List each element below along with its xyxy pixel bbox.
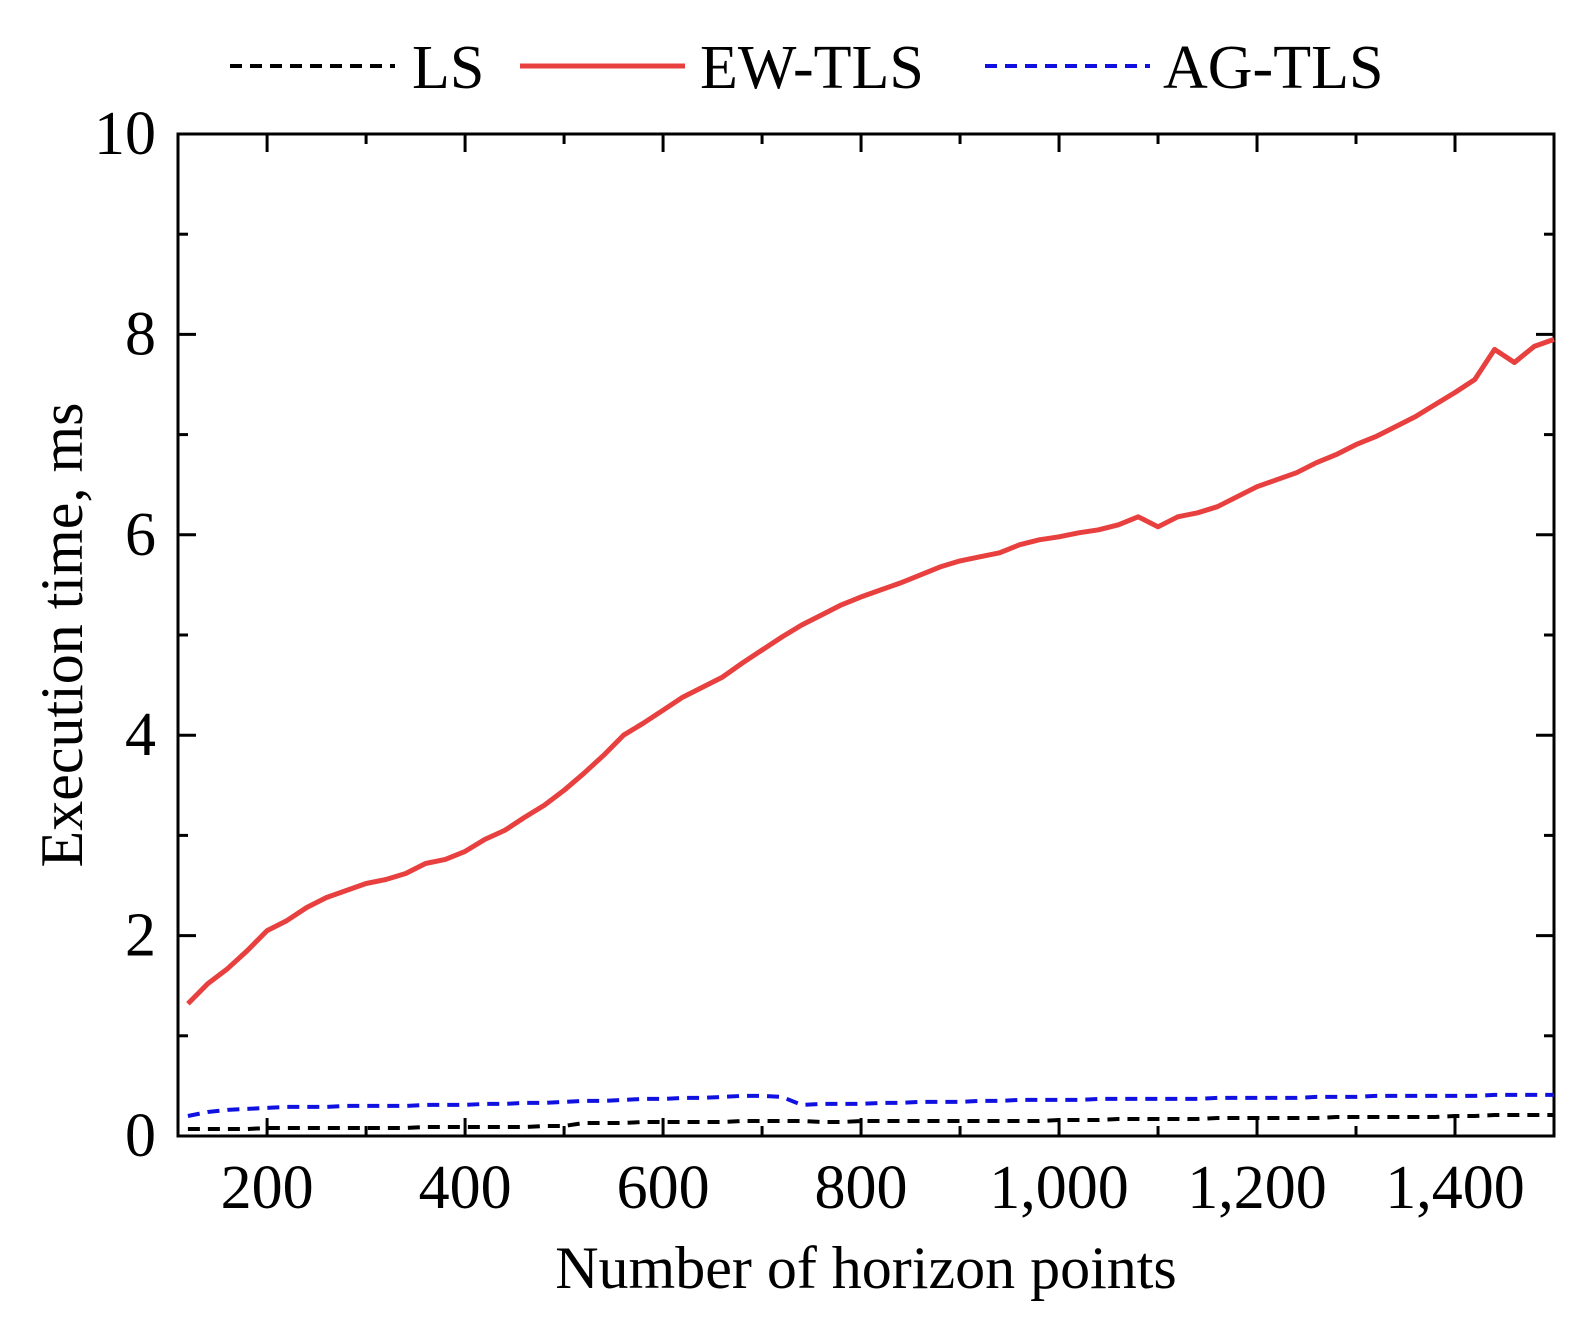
series-line-ag-tls <box>187 1092 1554 1118</box>
x-tick-label: 800 <box>815 1154 908 1222</box>
legend-label-ls: LS <box>412 34 484 102</box>
series-layer <box>186 337 1555 1131</box>
y-axis-title: Execution time, ms <box>29 403 95 868</box>
x-tick-label: 1,000 <box>989 1154 1129 1222</box>
x-tick-label: 200 <box>221 1154 314 1222</box>
y-tick-label: 4 <box>125 701 156 769</box>
y-tick-label: 0 <box>125 1102 156 1170</box>
legend: LS EW-TLS AG-TLS <box>230 34 1383 102</box>
x-axis-title: Number of horizon points <box>555 1235 1177 1301</box>
series-line-ew-tls <box>186 337 1555 1006</box>
x-tick-label: 400 <box>419 1154 512 1222</box>
x-tick-label: 1,400 <box>1385 1154 1525 1222</box>
legend-label-ag-tls: AG-TLS <box>1163 34 1383 102</box>
x-tick-label: 1,200 <box>1187 1154 1327 1222</box>
legend-label-ew-tls: EW-TLS <box>700 34 924 102</box>
ticks: 0 2 4 6 8 10 200 400 600 800 1,000 1,200 1,400 <box>94 100 1556 1222</box>
x-tick-label: 600 <box>617 1154 710 1222</box>
y-tick-label: 2 <box>125 902 156 970</box>
y-tick-label: 6 <box>125 501 156 569</box>
y-tick-label: 8 <box>125 300 156 368</box>
series-line-ls <box>187 1113 1554 1131</box>
y-tick-label: 10 <box>94 100 156 168</box>
